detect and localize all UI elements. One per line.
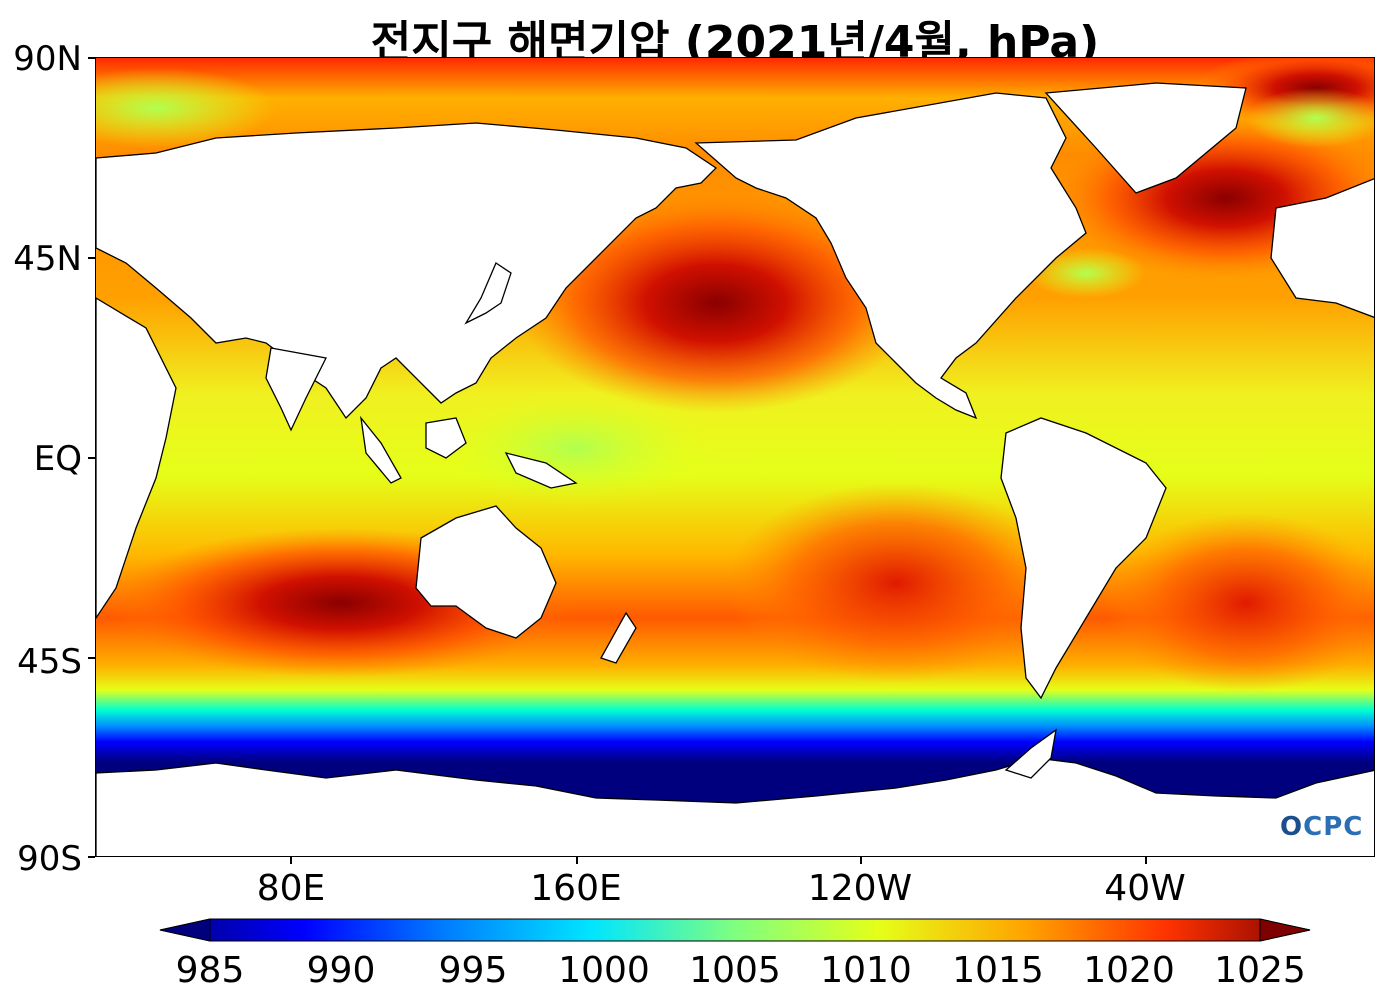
lat-label-45s: 45S: [17, 642, 82, 682]
lon-label-80e: 80E: [256, 868, 326, 909]
land-northamerica: [694, 92, 1087, 420]
lon-tick: [290, 857, 292, 864]
colorbar-tick-1025: 1025: [1214, 950, 1306, 991]
lon-tick: [1145, 857, 1147, 864]
colorbar-tick-1005: 1005: [689, 950, 781, 991]
colorbar-tick-1000: 1000: [558, 950, 650, 991]
land-antarctica: [96, 757, 1374, 856]
pressure-field: [96, 58, 1374, 856]
lat-label-eq: EQ: [33, 439, 82, 479]
colorbar-tick-1010: 1010: [820, 950, 912, 991]
colorbar-tick-990: 990: [306, 950, 376, 991]
lon-label-40w: 40W: [1104, 868, 1186, 909]
colorbar-tick-1015: 1015: [952, 950, 1044, 991]
logo-text: CPC: [1303, 812, 1364, 842]
lat-tick: [88, 257, 95, 259]
land-japan: [464, 262, 512, 325]
lat-tick: [88, 657, 95, 659]
land-europe: [1270, 178, 1374, 318]
colorbar: [159, 918, 1311, 942]
logo-prefix: O: [1280, 812, 1304, 842]
land-antarctic-peninsula: [1004, 728, 1057, 779]
land-australia: [415, 505, 557, 639]
lat-label-90s: 90S: [17, 839, 82, 879]
cpc-logo: OCPC: [1280, 812, 1363, 842]
lon-label-120w: 120W: [807, 868, 913, 909]
lat-tick: [88, 457, 95, 459]
land-sumatra: [360, 415, 402, 484]
land-borneo: [425, 417, 467, 459]
lat-tick: [88, 856, 95, 858]
land-newzealand: [600, 611, 637, 664]
land-masses: [96, 82, 1374, 856]
lon-label-160e: 160E: [530, 868, 622, 909]
land-greenland: [1044, 82, 1247, 194]
land-newguinea: [504, 452, 578, 489]
lon-tick: [860, 857, 862, 864]
colorbar-tick-985: 985: [175, 950, 245, 991]
land-southamerica: [1000, 417, 1167, 700]
land-eurasia: [96, 122, 718, 420]
lat-label-90n: 90N: [13, 39, 82, 79]
land-africa: [96, 297, 177, 620]
lat-label-45n: 45N: [13, 239, 82, 279]
land-india: [265, 347, 327, 432]
colorbar-tick-1020: 1020: [1083, 950, 1175, 991]
colorbar-tick-995: 995: [438, 950, 508, 991]
lat-tick: [88, 57, 95, 59]
lon-tick: [576, 857, 578, 864]
pressure-map: [95, 57, 1375, 857]
